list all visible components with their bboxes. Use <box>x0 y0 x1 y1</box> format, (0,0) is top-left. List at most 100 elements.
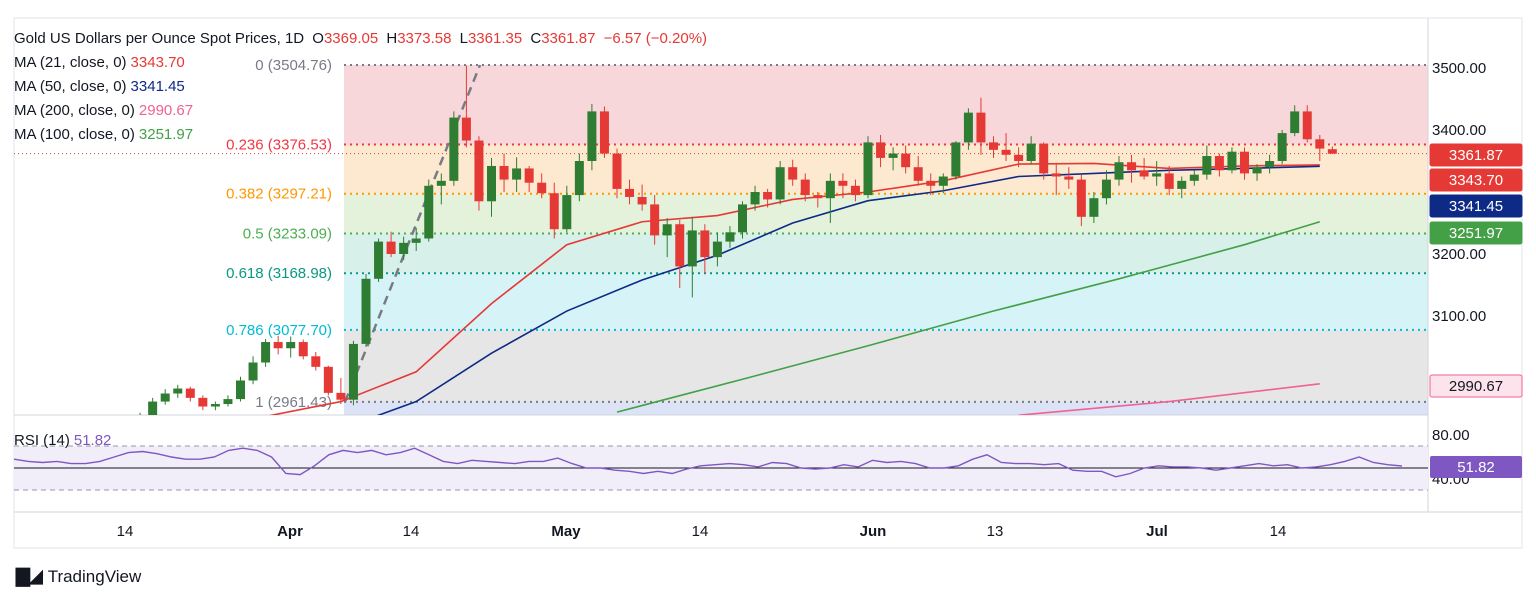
candle-body-14 <box>286 342 296 349</box>
header-legend: Gold US Dollars per Ounce Spot Prices, 1… <box>14 30 711 47</box>
ma200-legend[interactable]: MA (200, close, 0) 2990.67 <box>14 102 197 119</box>
time-tick-4: 14 <box>692 523 709 540</box>
fib-band-2 <box>344 193 1428 234</box>
time-tick-7: Jul <box>1146 523 1168 540</box>
candle-body-85 <box>1177 180 1187 189</box>
candle-body-40 <box>612 153 622 189</box>
grid-lines <box>13 17 1523 549</box>
candle-body-92 <box>1265 161 1275 168</box>
brand-name: TradingView <box>47 566 142 586</box>
fib-label-0: 0 (3504.76) <box>255 57 332 74</box>
fib-label-1: 0.236 (3376.53) <box>226 137 332 154</box>
price-badges: 3361.87 3343.70 3341.45 3251.97 2990.67 51.82 <box>1429 143 1523 478</box>
ma100-legend[interactable]: MA (100, close, 0) 3251.97 <box>14 126 197 143</box>
time-tick-5: Jun <box>860 523 887 540</box>
candle-body-64 <box>913 167 923 181</box>
candle-body-32 <box>512 168 522 180</box>
candle-body-69 <box>976 112 986 143</box>
candle-body-61 <box>876 142 886 158</box>
candle-body-12 <box>261 342 271 363</box>
time-tick-8: 14 <box>1270 523 1287 540</box>
time-axis: 14 Apr 14 May 14 Jun 13 Jul 14 <box>117 523 1287 540</box>
candle-body-23 <box>399 242 409 254</box>
price-badge-text-2: 3341.45 <box>1449 198 1503 215</box>
candle-body-43 <box>650 204 660 236</box>
candle-body-3 <box>148 401 158 415</box>
candle-body-78 <box>1089 198 1099 217</box>
candle-body-94 <box>1290 111 1300 134</box>
candle-body-5 <box>173 388 183 394</box>
fib-label-3: 0.5 (3233.09) <box>243 225 332 242</box>
candle-body-2 <box>136 415 145 422</box>
candle-body-86 <box>1189 174 1199 181</box>
candle-body-91 <box>1252 167 1262 174</box>
candle-body-81 <box>1127 162 1137 171</box>
candle-body-49 <box>725 232 735 242</box>
candle-body-13 <box>273 342 283 349</box>
candle-body-50 <box>738 204 747 233</box>
fib-band-3 <box>344 233 1428 274</box>
ma-line-2 <box>616 221 1321 413</box>
ma50-legend[interactable]: MA (50, close, 0) 3341.45 <box>14 78 189 95</box>
symbol-title: Gold US Dollars per Ounce Spot Prices, 1… <box>14 30 305 47</box>
rsi-panel <box>13 445 1428 491</box>
candle-body-83 <box>1152 173 1162 177</box>
low-label: L <box>459 30 468 47</box>
candle-body-39 <box>599 111 609 154</box>
ma100-label: MA (100, close, 0) <box>14 126 135 143</box>
candle-body-1 <box>123 423 132 427</box>
candle-body-68 <box>963 112 973 143</box>
price-badge-1 <box>1429 168 1523 192</box>
ma50-label: MA (50, close, 0) <box>14 78 127 95</box>
candle-body-63 <box>901 153 911 168</box>
fib-band-4 <box>344 273 1428 330</box>
candle-body-71 <box>1001 149 1011 155</box>
time-tick-2: 14 <box>403 523 420 540</box>
candle-body-24 <box>411 238 421 243</box>
candle-body-76 <box>1064 176 1074 180</box>
ma100-value: 3251.97 <box>138 126 194 143</box>
price-badge-text-0: 3361.87 <box>1449 147 1503 164</box>
candle-body-21 <box>374 241 384 279</box>
ma21-legend[interactable]: MA (21, close, 0) 3343.70 <box>14 54 189 71</box>
candle-body-54 <box>788 167 798 180</box>
fib-band-0 <box>344 65 1428 145</box>
candle-body-73 <box>1026 143 1036 161</box>
candle-body-15 <box>298 342 308 357</box>
rsi-legend[interactable]: RSI (14) 51.82 <box>14 432 115 449</box>
fib-label-4: 0.618 (3168.98) <box>226 265 332 282</box>
change-value: −6.57 (−0.20%) <box>603 30 708 47</box>
candle-body-52 <box>763 192 773 200</box>
price-tick-0: 3500.00 <box>1432 60 1486 77</box>
candle-body-72 <box>1014 154 1024 161</box>
candle-body-75 <box>1051 173 1061 177</box>
ma-line-3 <box>1018 382 1320 415</box>
time-tick-1: Apr <box>277 523 303 540</box>
rsi-badge <box>1430 456 1522 478</box>
candle-body-70 <box>989 142 998 150</box>
tradingview-brand[interactable]: ▇◢ TradingView <box>16 566 141 587</box>
candle-body-26 <box>436 180 446 186</box>
candle-body-46 <box>687 230 697 267</box>
candle-body-66 <box>938 176 948 186</box>
candle-body-82 <box>1139 170 1149 177</box>
candle-body-42 <box>637 196 647 205</box>
fibonacci-lines <box>14 64 1428 403</box>
candle-body-51 <box>750 192 760 205</box>
rsi-value: 51.82 <box>73 432 112 449</box>
candle-body-16 <box>311 356 321 367</box>
time-tick-0: 14 <box>117 523 134 540</box>
rsi-badge-text: 51.82 <box>1457 459 1495 476</box>
fib-label-2: 0.382 (3297.21) <box>226 186 332 203</box>
candle-body-30 <box>487 165 496 202</box>
rsi-line <box>13 447 1403 478</box>
candle-body-7 <box>198 397 208 407</box>
candle-body-79 <box>1101 179 1111 199</box>
candle-body-34 <box>537 182 547 194</box>
price-badge-text-3: 3251.97 <box>1449 225 1503 242</box>
price-badge-4 <box>1429 374 1523 398</box>
candle-body-88 <box>1214 156 1224 171</box>
candle-body-8 <box>210 404 220 407</box>
fibonacci-bands <box>344 65 1428 415</box>
